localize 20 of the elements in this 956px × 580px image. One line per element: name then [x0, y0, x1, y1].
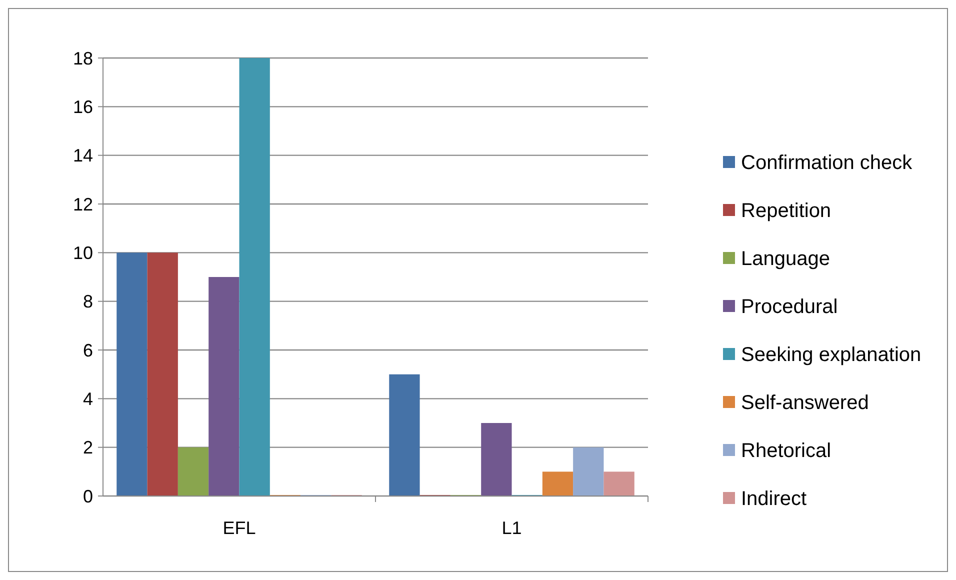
legend-label: Repetition [741, 200, 832, 222]
y-tick-label: 16 [72, 96, 93, 117]
legend-label: Procedural [741, 296, 838, 318]
y-tick-label: 4 [82, 388, 93, 409]
legend-label: Indirect [741, 488, 808, 510]
y-tick-label: 8 [82, 292, 93, 312]
y-tick-label: 6 [82, 340, 93, 360]
y-tick-label: 2 [82, 438, 93, 458]
legend-label: Seeking explanation [741, 344, 922, 366]
legend-label: Self-answered [741, 392, 869, 414]
x-tick-label: L1 [502, 518, 522, 538]
y-tick-label: 0 [82, 486, 93, 506]
y-tick-label: 18 [72, 48, 93, 68]
legend-label: Confirmation check [741, 152, 914, 174]
y-tick-label: 12 [72, 194, 93, 214]
y-tick-label: 10 [72, 242, 93, 263]
x-tick-label: EFL [222, 518, 256, 538]
legend-label: Rhetorical [741, 440, 832, 462]
legend-label: Language [741, 248, 830, 270]
y-tick-label: 14 [72, 146, 93, 166]
